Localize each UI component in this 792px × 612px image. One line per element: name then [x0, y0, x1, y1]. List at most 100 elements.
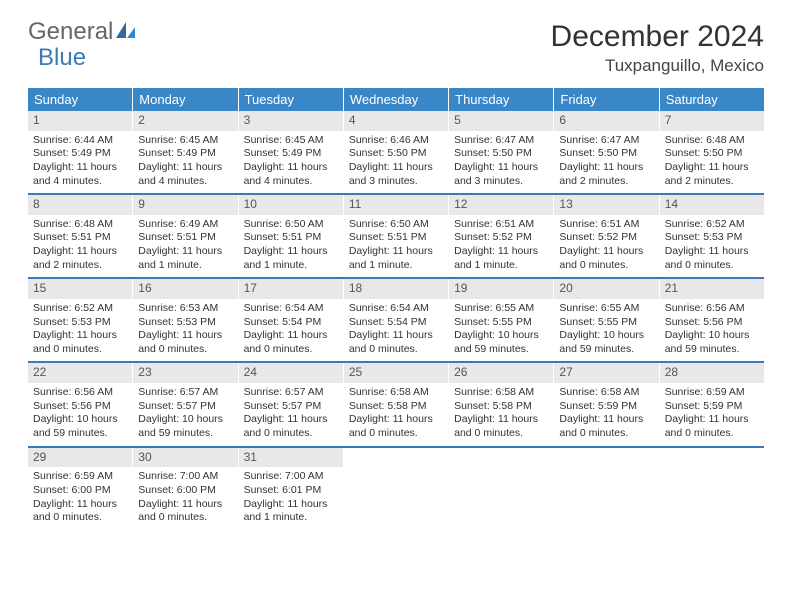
cell-body: Sunrise: 6:58 AMSunset: 5:58 PMDaylight:…: [449, 383, 553, 446]
day-number: 5: [449, 111, 553, 131]
sunset-line: Sunset: 5:51 PM: [244, 231, 338, 245]
sunrise-line: Sunrise: 6:51 AM: [559, 218, 653, 232]
calendar-cell: 2Sunrise: 6:45 AMSunset: 5:49 PMDaylight…: [133, 111, 238, 193]
calendar-cell: 28 Sunrise: 6:59 AMSunset: 5:59 PMDayligh…: [660, 363, 764, 445]
sunset-line: Sunset: 5:57 PM: [244, 400, 338, 414]
day-number: 28: [660, 363, 764, 383]
calendar-cell: 7Sunrise: 6:48 AMSunset: 5:50 PMDaylight…: [660, 111, 764, 193]
cell-body: Sunrise: 6:55 AMSunset: 5:55 PMDaylight:…: [554, 299, 658, 362]
sunset-line: Sunset: 5:50 PM: [665, 147, 759, 161]
sunset-line: Sunset: 5:57 PM: [138, 400, 232, 414]
daylight-line: Daylight: 10 hours and 59 minutes.: [33, 413, 127, 440]
calendar-cell: 20Sunrise: 6:55 AMSunset: 5:55 PMDayligh…: [554, 279, 659, 361]
daylight-line: Daylight: 11 hours and 0 minutes.: [138, 498, 232, 525]
daylight-line: Daylight: 11 hours and 3 minutes.: [454, 161, 548, 188]
daylight-line: Daylight: 11 hours and 4 minutes.: [244, 161, 338, 188]
calendar-cell-empty: [344, 448, 449, 530]
calendar-cell: 3Sunrise: 6:45 AMSunset: 5:49 PMDaylight…: [239, 111, 344, 193]
calendar-cell: 19Sunrise: 6:55 AMSunset: 5:55 PMDayligh…: [449, 279, 554, 361]
day-number: 20: [554, 279, 658, 299]
sunset-line: Sunset: 5:52 PM: [559, 231, 653, 245]
calendar-cell-empty: [660, 448, 764, 530]
sunset-line: Sunset: 5:58 PM: [454, 400, 548, 414]
month-title: December 2024: [551, 20, 764, 54]
sunset-line: Sunset: 5:59 PM: [665, 400, 759, 414]
sunset-line: Sunset: 5:49 PM: [33, 147, 127, 161]
cell-body: Sunrise: 6:46 AMSunset: 5:50 PMDaylight:…: [344, 131, 448, 194]
daylight-line: Daylight: 11 hours and 0 minutes.: [559, 413, 653, 440]
calendar-cell: 11Sunrise: 6:50 AMSunset: 5:51 PMDayligh…: [344, 195, 449, 277]
calendar-cell: 16Sunrise: 6:53 AMSunset: 5:53 PMDayligh…: [133, 279, 238, 361]
day-number: 11: [344, 195, 448, 215]
calendar-cell: 29Sunrise: 6:59 AMSunset: 6:00 PMDayligh…: [28, 448, 133, 530]
sunset-line: Sunset: 5:59 PM: [559, 400, 653, 414]
calendar-cell: 5Sunrise: 6:47 AMSunset: 5:50 PMDaylight…: [449, 111, 554, 193]
day-number: 13: [554, 195, 658, 215]
sunset-line: Sunset: 5:56 PM: [665, 316, 759, 330]
daylight-line: Daylight: 11 hours and 1 minute.: [244, 245, 338, 272]
calendar-cell-empty: [449, 448, 554, 530]
sunrise-line: Sunrise: 6:44 AM: [33, 134, 127, 148]
day-number: 16: [133, 279, 237, 299]
calendar-cell: 6Sunrise: 6:47 AMSunset: 5:50 PMDaylight…: [554, 111, 659, 193]
calendar-week: 1Sunrise: 6:44 AMSunset: 5:49 PMDaylight…: [28, 111, 764, 195]
day-number: 27: [554, 363, 658, 383]
calendar-cell: 31Sunrise: 7:00 AMSunset: 6:01 PMDayligh…: [239, 448, 344, 530]
calendar-cell: 22Sunrise: 6:56 AMSunset: 5:56 PMDayligh…: [28, 363, 133, 445]
day-header: Monday: [133, 88, 238, 111]
day-number: 30: [133, 448, 237, 468]
day-number: 9: [133, 195, 237, 215]
sunrise-line: Sunrise: 6:57 AM: [138, 386, 232, 400]
daylight-line: Daylight: 11 hours and 0 minutes.: [33, 329, 127, 356]
cell-body: Sunrise: 6:50 AMSunset: 5:51 PMDaylight:…: [344, 215, 448, 278]
daylight-line: Daylight: 11 hours and 0 minutes.: [349, 329, 443, 356]
cell-body: Sunrise: 6:54 AMSunset: 5:54 PMDaylight:…: [344, 299, 448, 362]
cell-body: Sunrise: 6:54 AMSunset: 5:54 PMDaylight:…: [239, 299, 343, 362]
sunrise-line: Sunrise: 6:59 AM: [665, 386, 759, 400]
sunset-line: Sunset: 5:49 PM: [244, 147, 338, 161]
calendar-cell: 26Sunrise: 6:58 AMSunset: 5:58 PMDayligh…: [449, 363, 554, 445]
sunset-line: Sunset: 5:55 PM: [559, 316, 653, 330]
cell-body: Sunrise: 7:00 AMSunset: 6:01 PMDaylight:…: [239, 467, 343, 530]
sunrise-line: Sunrise: 6:54 AM: [244, 302, 338, 316]
calendar-cell: 9Sunrise: 6:49 AMSunset: 5:51 PMDaylight…: [133, 195, 238, 277]
cell-body: Sunrise: 6:59 AMSunset: 6:00 PMDaylight:…: [28, 467, 132, 530]
daylight-line: Daylight: 11 hours and 4 minutes.: [138, 161, 232, 188]
sunrise-line: Sunrise: 6:55 AM: [559, 302, 653, 316]
sunrise-line: Sunrise: 6:59 AM: [33, 470, 127, 484]
sunset-line: Sunset: 5:51 PM: [33, 231, 127, 245]
day-number: 21: [660, 279, 764, 299]
day-number: 15: [28, 279, 132, 299]
cell-body: Sunrise: 7:00 AMSunset: 6:00 PMDaylight:…: [133, 467, 237, 530]
cell-body: Sunrise: 6:50 AMSunset: 5:51 PMDaylight:…: [239, 215, 343, 278]
sunset-line: Sunset: 5:54 PM: [349, 316, 443, 330]
cell-body: Sunrise: 6:48 AMSunset: 5:50 PMDaylight:…: [660, 131, 764, 194]
sunset-line: Sunset: 5:53 PM: [33, 316, 127, 330]
daylight-line: Daylight: 11 hours and 0 minutes.: [665, 413, 759, 440]
day-number: 24: [239, 363, 343, 383]
cell-body: Sunrise: 6:55 AMSunset: 5:55 PMDaylight:…: [449, 299, 553, 362]
sunrise-line: Sunrise: 7:00 AM: [244, 470, 338, 484]
day-number: 29: [28, 448, 132, 468]
sunset-line: Sunset: 6:00 PM: [138, 484, 232, 498]
daylight-line: Daylight: 11 hours and 0 minutes.: [665, 245, 759, 272]
cell-body: Sunrise: 6:45 AMSunset: 5:49 PMDaylight:…: [133, 131, 237, 194]
daylight-line: Daylight: 11 hours and 2 minutes.: [33, 245, 127, 272]
calendar-cell: 10Sunrise: 6:50 AMSunset: 5:51 PMDayligh…: [239, 195, 344, 277]
daylight-line: Daylight: 11 hours and 1 minute.: [454, 245, 548, 272]
sunset-line: Sunset: 5:54 PM: [244, 316, 338, 330]
day-number: 31: [239, 448, 343, 468]
sunrise-line: Sunrise: 6:50 AM: [349, 218, 443, 232]
day-header: Tuesday: [239, 88, 344, 111]
cell-body: Sunrise: 6:56 AMSunset: 5:56 PMDaylight:…: [660, 299, 764, 362]
sunrise-line: Sunrise: 6:54 AM: [349, 302, 443, 316]
day-number: 19: [449, 279, 553, 299]
day-number: 12: [449, 195, 553, 215]
calendar-cell: 30Sunrise: 7:00 AMSunset: 6:00 PMDayligh…: [133, 448, 238, 530]
day-number: 2: [133, 111, 237, 131]
cell-body: Sunrise: 6:58 AMSunset: 5:59 PMDaylight:…: [554, 383, 658, 446]
cell-body: Sunrise: 6:53 AMSunset: 5:53 PMDaylight:…: [133, 299, 237, 362]
daylight-line: Daylight: 11 hours and 2 minutes.: [665, 161, 759, 188]
sunset-line: Sunset: 5:50 PM: [559, 147, 653, 161]
daylight-line: Daylight: 11 hours and 0 minutes.: [33, 498, 127, 525]
